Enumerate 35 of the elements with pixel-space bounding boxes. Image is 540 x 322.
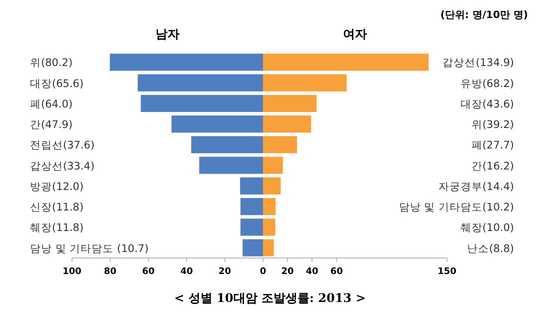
y-tick-label: 위(80.2) <box>30 57 73 70</box>
y-tick-label: 방광(12.0) <box>30 180 84 193</box>
x-tick-label: 150 <box>438 267 456 277</box>
x-tick-label: 40 <box>180 267 193 277</box>
y-tick-label: 폐(64.0) <box>30 98 73 110</box>
y-tick-label: 간(16.2) <box>471 160 514 172</box>
text: < 성별 10대암 조발생률: 2013 > <box>174 291 366 305</box>
y-tick-label: 췌장(10.0) <box>460 222 514 234</box>
y-tick-label: 난소(8.8) <box>467 242 514 255</box>
y-tick-label: 간(47.9) <box>30 119 73 132</box>
x-tick-label: 100 <box>62 267 82 277</box>
x-tick-label: 20 <box>281 267 294 277</box>
text: (단위: 명/10만 명) <box>440 10 528 21</box>
y-tick-label: 담낭 및 기타담도 (10.7) <box>30 242 149 255</box>
y-tick-label: 담낭 및 기타담도(10.2) <box>398 202 514 214</box>
y-tick-label: 유방(68.2) <box>460 78 514 90</box>
x-tick-label: 0 <box>260 267 266 277</box>
x-tick-label: 40 <box>306 267 318 277</box>
chart-title: 여자 <box>343 27 367 41</box>
x-tick-label: 80 <box>104 267 116 277</box>
x-tick-label: 60 <box>330 267 343 277</box>
y-tick-label: 자궁경부(14.4) <box>438 180 514 193</box>
y-tick-label: 폐(27.7) <box>471 140 514 152</box>
bar <box>263 156 283 174</box>
y-tick-label: 갑상선(33.4) <box>30 160 95 172</box>
y-tick-label: 갑상선(134.9) <box>442 57 514 70</box>
x-tick-label: 20 <box>218 267 232 277</box>
x-tick-label: 60 <box>142 267 155 277</box>
y-tick-label: 대장(43.6) <box>460 98 514 110</box>
y-tick-label: 췌장(11.8) <box>30 222 84 234</box>
y-tick-label: 전립선(37.6) <box>30 140 95 152</box>
chart-title: 남자 <box>156 27 180 41</box>
y-tick-label: 대장(65.6) <box>30 78 84 90</box>
y-tick-label: 위(39.2) <box>471 119 514 132</box>
y-tick-label: 신장(11.8) <box>30 202 84 214</box>
